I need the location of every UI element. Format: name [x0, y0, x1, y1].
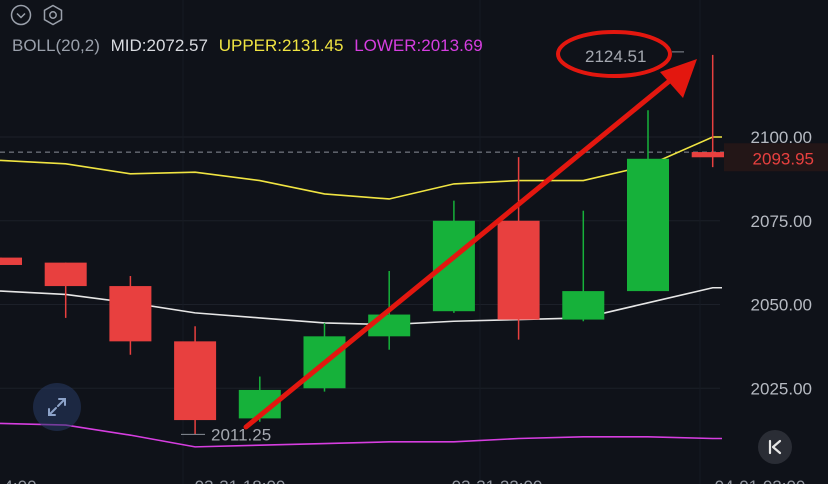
upper-band-line [0, 136, 722, 200]
last-price-label: 2093.95 [753, 149, 814, 168]
y-tick-label: 2075.00 [751, 212, 812, 231]
low-price-label: 2011.25 [211, 425, 271, 444]
candle-body [109, 286, 152, 342]
chart-toolbar [10, 4, 64, 26]
x-tick-label: 03-31 22:00 [452, 477, 543, 484]
candle [627, 110, 669, 292]
indicator-upper-value: UPPER:2131.45 [218, 36, 344, 55]
candle-body [562, 291, 605, 320]
high-price-label: 2124.51 [585, 47, 646, 66]
candle-body [174, 341, 217, 421]
indicator-legend: BOLL(20,2) MID:2072.57 UPPER:2131.45 LOW… [12, 36, 489, 56]
indicator-mid-value: MID:2072.57 [110, 36, 208, 55]
mid-band-line [0, 286, 722, 326]
expand-icon [48, 398, 66, 416]
x-tick-label: 03-31 18:00 [195, 477, 286, 484]
chevron-down-icon[interactable] [10, 4, 32, 26]
skip-back-icon [768, 439, 782, 455]
x-tick-label: 4:00 [3, 477, 36, 484]
candle-body [497, 220, 540, 320]
candle [44, 262, 87, 318]
trend-arrow-head [660, 59, 697, 98]
settings-hexagon-icon[interactable] [42, 4, 64, 26]
annotations: 2093.95 2124.51 2011.25 [181, 30, 828, 444]
y-tick-label: 2025.00 [751, 379, 812, 398]
candles [0, 54, 734, 435]
indicator-name: BOLL(20,2) [12, 36, 100, 55]
candle [562, 210, 605, 322]
candle [691, 54, 734, 168]
indicator-lower-value: LOWER:2013.69 [354, 36, 483, 55]
candle-body [627, 158, 669, 292]
last-price-tag [724, 143, 828, 172]
fullscreen-button[interactable] [33, 383, 81, 431]
candle [174, 326, 217, 435]
x-tick-label: 04-01 02:00 [715, 477, 806, 484]
candle-body [0, 257, 22, 265]
candle-body [44, 262, 87, 287]
candle [303, 322, 346, 392]
trend-arrow-shaft [243, 71, 681, 430]
candle [0, 257, 22, 265]
candle [109, 276, 152, 355]
y-tick-label: 2100.00 [751, 128, 812, 147]
candle-body [368, 314, 411, 337]
scroll-to-latest-button[interactable] [758, 430, 792, 464]
y-axis: 2100.00 2075.00 2050.00 2025.00 [751, 128, 812, 398]
bollinger-bands [0, 136, 722, 448]
y-tick-label: 2050.00 [751, 296, 812, 315]
highlight-ellipse [556, 30, 672, 78]
candle [497, 157, 540, 340]
x-axis: 4:00 03-31 18:00 03-31 22:00 04-01 02:00 [3, 477, 805, 484]
grid [0, 136, 724, 389]
lower-band-line [0, 422, 722, 448]
candle-body [691, 152, 734, 158]
